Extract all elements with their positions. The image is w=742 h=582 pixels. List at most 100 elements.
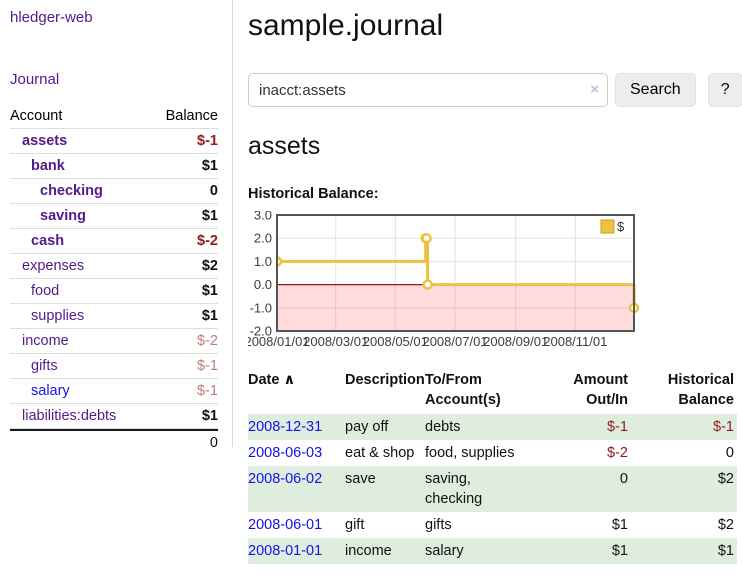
transaction-description: income: [345, 543, 392, 559]
series-layer: [277, 232, 640, 314]
sidebar-account-row: expenses $2: [10, 254, 218, 279]
sidebar-account-row: gifts $-1: [10, 354, 218, 379]
transaction-date-link[interactable]: 2008-06-02: [248, 471, 323, 487]
register-row: 2008-06-02 save saving, checking 0 $2: [248, 466, 737, 512]
sidebar-account-link[interactable]: income: [22, 333, 69, 349]
sidebar-account-balance: $1: [201, 208, 218, 224]
search-input[interactable]: [248, 73, 608, 107]
sidebar-account-link[interactable]: saving: [40, 208, 86, 224]
app-brand-link[interactable]: hledger-web: [10, 9, 93, 26]
register-row: 2008-12-31 pay off debts $-1 $-1: [248, 414, 737, 440]
sidebar-account-link[interactable]: expenses: [22, 258, 85, 274]
sidebar-account-link[interactable]: assets: [22, 133, 68, 149]
sidebar-account-balance: $-1: [197, 383, 218, 399]
app: hledger-web Journal Account Balance asse…: [0, 0, 742, 564]
sidebar-account-balance: $1: [201, 308, 218, 324]
sidebar-account-row: liabilities:debts $1: [10, 404, 218, 429]
sidebar-account-row: salary $-1: [10, 379, 218, 404]
transaction-balance: $-1: [713, 419, 734, 435]
sidebar-account-link[interactable]: cash: [31, 233, 65, 249]
x-axis-tick-label: 2008/05/01: [363, 334, 428, 349]
register-row: 2008-06-03 eat & shop food, supplies $-2…: [248, 440, 737, 466]
sidebar-account-balance: $1: [201, 158, 218, 174]
transaction-amount: $-1: [607, 419, 628, 435]
sidebar-account-row: saving $1: [10, 204, 218, 229]
sidebar-item-journal[interactable]: Journal: [10, 71, 60, 88]
sidebar-account-balance: $1: [201, 408, 218, 424]
sidebar-account-link[interactable]: liabilities:debts: [22, 408, 117, 424]
transaction-amount: $1: [611, 517, 628, 533]
y-axis-tick-label: 3.0: [254, 211, 272, 223]
transaction-date-link[interactable]: 2008-06-03: [248, 445, 323, 461]
sidebar-account-balance: $-2: [197, 233, 218, 249]
column-header-balance: Historical Balance: [667, 372, 734, 408]
accounts-total-row: 0: [10, 429, 218, 456]
transaction-accounts: saving, checking: [425, 471, 483, 507]
transaction-balance: 0: [725, 445, 734, 461]
transaction-description: save: [345, 471, 376, 487]
sidebar-account-link[interactable]: food: [31, 283, 60, 299]
transaction-amount: 0: [619, 471, 628, 487]
sidebar-account-link[interactable]: bank: [31, 158, 65, 174]
sidebar-account-row: checking 0: [10, 179, 218, 204]
sidebar-account-balance: $2: [201, 258, 218, 274]
legend-label: $: [617, 219, 625, 234]
transaction-date-link[interactable]: 2008-06-01: [248, 517, 323, 533]
y-axis-tick-label: -2.0: [250, 324, 272, 339]
historical-balance-chart[interactable]: $3.0 2.0 1.0 0.0 -1.0 -2.0 2008/01/01 2008/03/0…: [244, 208, 742, 351]
search-button[interactable]: Search: [615, 73, 696, 107]
transaction-date-link[interactable]: 2008-01-01: [248, 543, 323, 559]
sidebar-account-link[interactable]: gifts: [31, 358, 58, 374]
sidebar-account-link[interactable]: supplies: [31, 308, 85, 324]
sidebar-account-row: bank $1: [10, 154, 218, 179]
clear-search-icon[interactable]: ×: [590, 81, 599, 98]
transaction-balance: $2: [717, 517, 734, 533]
column-header-date[interactable]: Date ∧: [248, 372, 296, 388]
x-axis-tick-label: 2008/03/01: [303, 334, 368, 349]
transaction-amount: $1: [611, 543, 628, 559]
x-axis-tick-label: 2008/09/01: [483, 334, 548, 349]
sidebar-account-link[interactable]: checking: [40, 183, 103, 199]
chart-label: Historical Balance:: [248, 186, 379, 202]
x-axis-tick-label: 2008/11/01: [543, 334, 607, 349]
transaction-balance: $2: [717, 471, 734, 487]
account-title: assets: [248, 132, 321, 160]
transaction-accounts: salary: [425, 543, 464, 559]
transaction-balance: $1: [717, 543, 734, 559]
negative-region-fill: [277, 284, 634, 331]
sidebar: hledger-web Journal Account Balance asse…: [0, 0, 233, 451]
column-header-accounts: To/From Account(s): [425, 372, 501, 408]
sidebar-account-row: cash $-2: [10, 229, 218, 254]
x-axis-tick-label: 2008/07/01: [422, 334, 487, 349]
page-title: sample.journal: [248, 9, 444, 42]
register-table: Date ∧ Description To/From Account(s) Am…: [248, 368, 737, 564]
plot-border: [276, 214, 635, 332]
transaction-accounts: gifts: [425, 517, 452, 533]
sidebar-account-link[interactable]: salary: [31, 383, 70, 399]
transaction-date-link[interactable]: 2008-12-31: [248, 419, 323, 435]
accounts-tree-header: Account Balance: [10, 104, 218, 129]
y-axis-tick-label: 2.0: [254, 231, 272, 246]
sidebar-account-row: supplies $1: [10, 304, 218, 329]
register-row: 2008-06-01 gift gifts $1 $2: [248, 512, 737, 538]
y-axis-tick-label: 0.0: [254, 277, 272, 292]
sidebar-account-balance: $-1: [197, 358, 218, 374]
transaction-description: eat & shop: [345, 445, 415, 461]
accounts-total-value: 0: [209, 435, 218, 451]
sidebar-account-balance: $1: [201, 283, 218, 299]
sidebar-account-balance: $-1: [197, 133, 218, 149]
data-point-marker: [421, 232, 432, 244]
sidebar-account-row: food $1: [10, 279, 218, 304]
column-header-amount: Amount Out/In: [573, 372, 628, 408]
balance-column-header: Balance: [165, 108, 218, 124]
y-axis-tick-label: 1.0: [254, 254, 272, 269]
search-help-button[interactable]: ?: [707, 73, 742, 107]
transaction-accounts: food, supplies: [425, 445, 515, 461]
register-row: 2008-01-01 income salary $1 $1: [248, 538, 737, 564]
sidebar-account-balance: $-2: [197, 333, 218, 349]
accounts-tree: Account Balance assets $-1 bank $1 check…: [10, 104, 218, 456]
sidebar-account-balance: 0: [209, 183, 218, 199]
accounts-column-header: Account: [10, 108, 63, 124]
transaction-description: gift: [345, 517, 365, 533]
sort-ascending-icon: ∧: [283, 372, 296, 388]
